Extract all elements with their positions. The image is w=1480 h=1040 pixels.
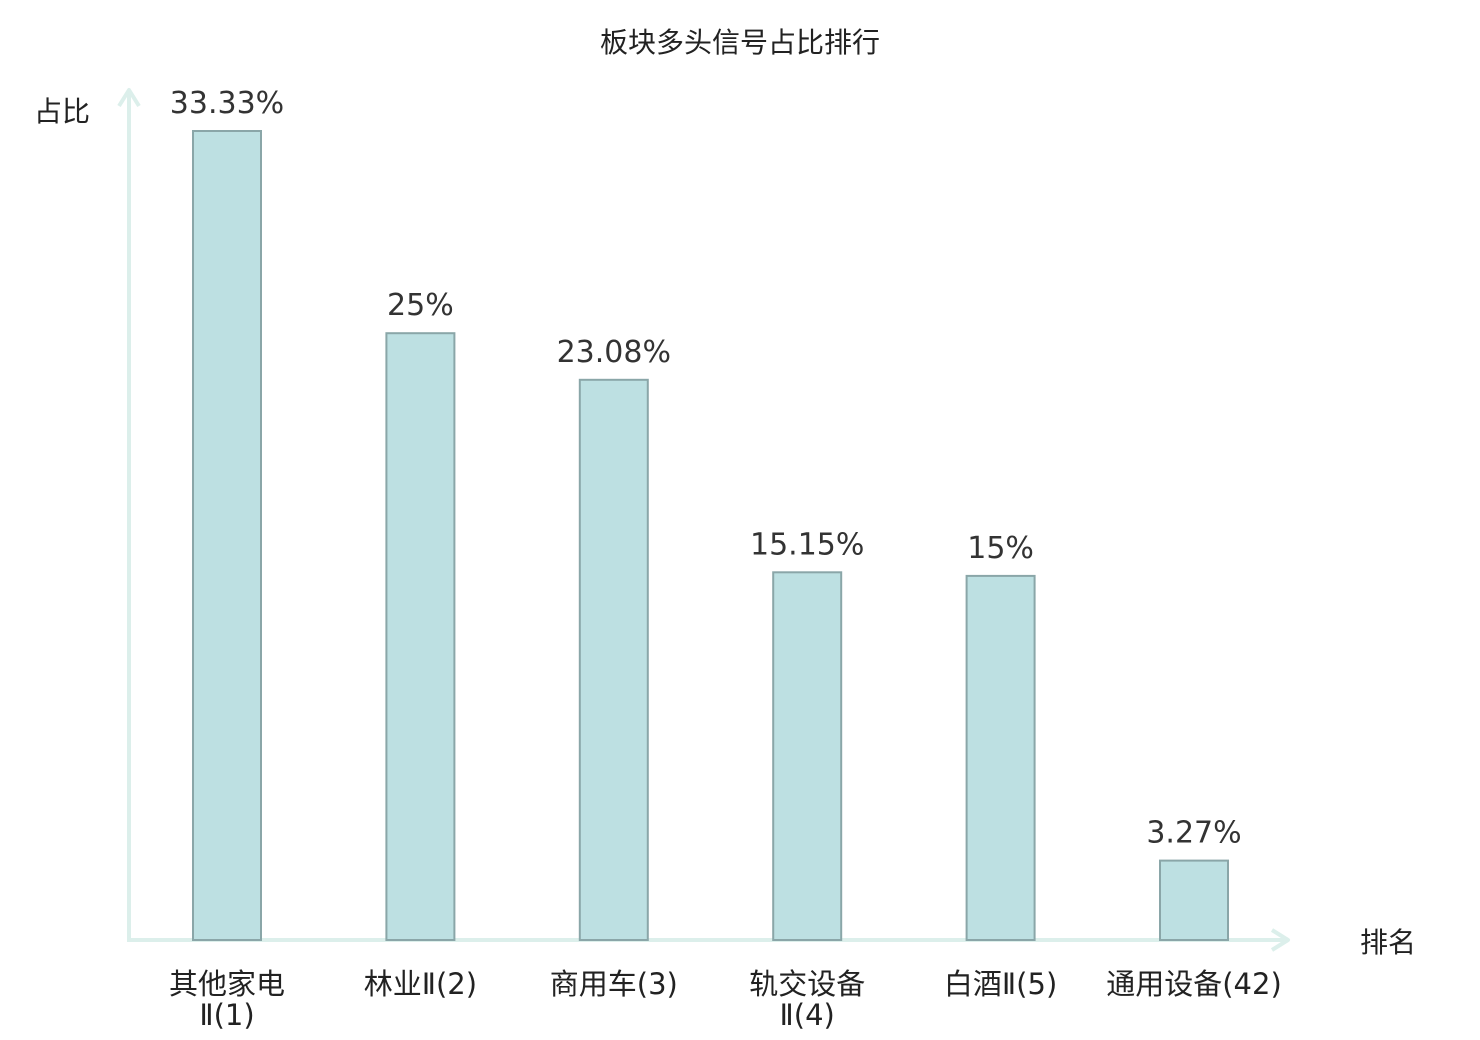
data-label: 25% [387,288,454,323]
bar [1159,859,1229,941]
data-label: 23.08% [557,335,671,370]
axes [117,88,1290,952]
bar [772,571,843,941]
data-label: 15.15% [750,527,864,562]
bar [385,332,456,941]
y-axis-label: 占比 [34,95,90,128]
data-label: 33.33% [170,86,284,121]
bar [965,574,1036,942]
x-tick-label: Ⅱ(4) [780,998,835,1032]
chart-title: 板块多头信号占比排行 [600,26,880,59]
x-axis-label: 排名 [1360,926,1416,959]
data-label: 3.27% [1146,816,1241,851]
x-tick-label: 白酒Ⅱ(5) [944,967,1057,1001]
x-tick-label: 通用设备(42) [1106,967,1282,1001]
y-axis-arrow [117,88,141,108]
data-label: 15% [967,531,1034,566]
x-tick-label: 商用车(3) [550,967,678,1001]
x-tick-label: Ⅱ(1) [199,998,254,1032]
x-tick-label: 其他家电 [169,967,285,1001]
bar [192,130,262,941]
x-axis-arrow [1270,928,1290,952]
bars-group [192,130,1229,942]
x-tick-label: 轨交设备 [749,967,865,1001]
value-labels-group: 33.33% 25% 23.08% 15.15% 15% 3.27% [170,86,1242,851]
x-tick-label: 林业Ⅱ(2) [364,967,477,1001]
bar [578,378,649,941]
